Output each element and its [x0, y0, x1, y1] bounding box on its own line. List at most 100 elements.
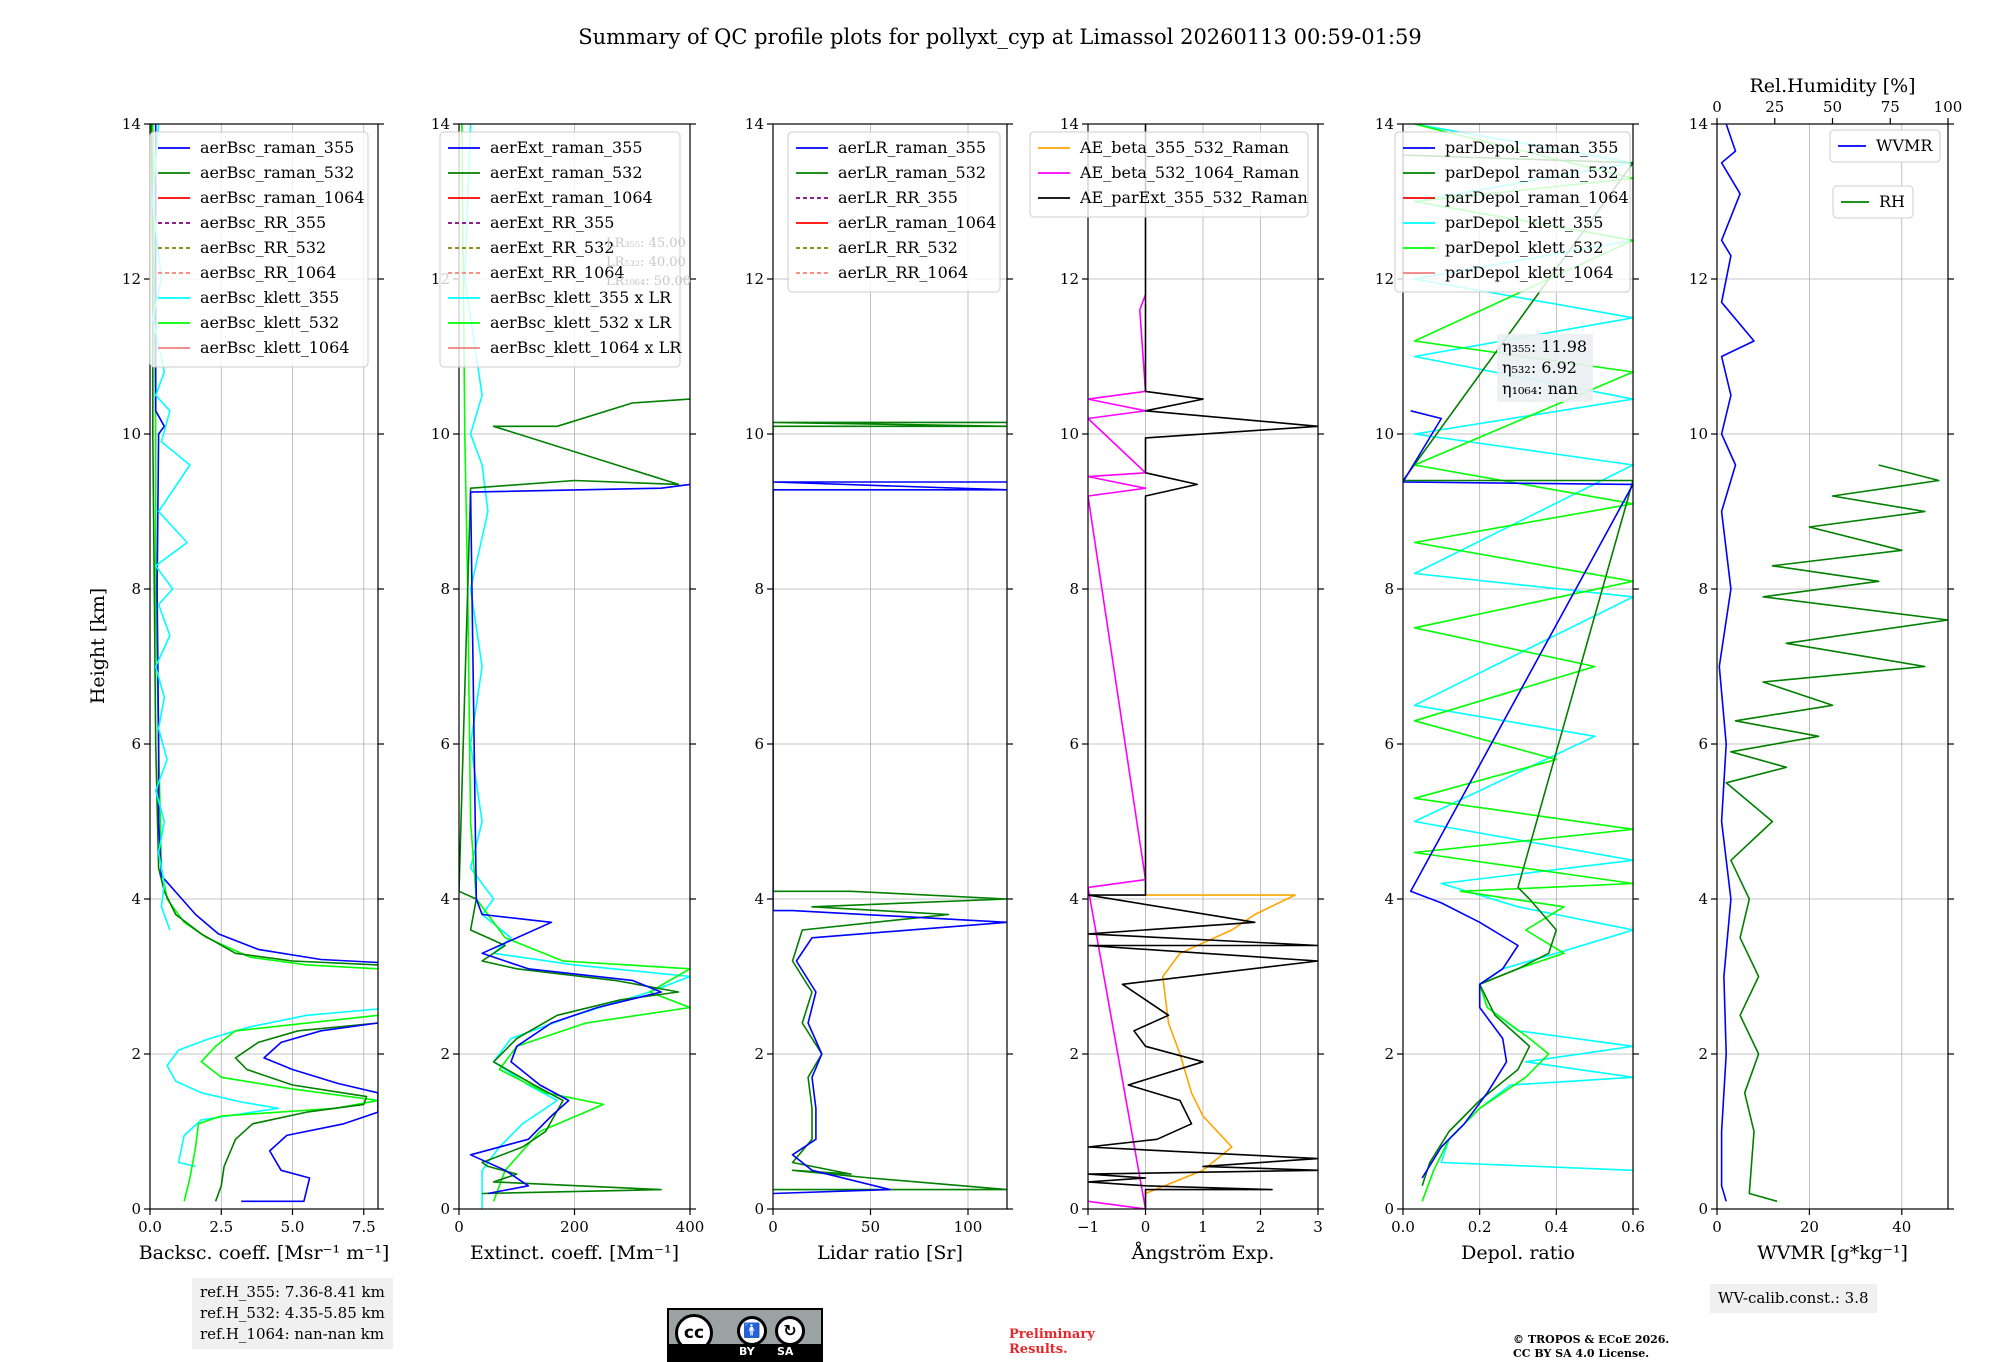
legend: parDepol_raman_355 parDepol_raman_532 parD… [1394, 131, 1631, 293]
legend: aerExt_raman_355 aerExt_raman_532 aerExt_r… [439, 131, 682, 368]
series-parDepol_klett_532 [1413, 124, 1633, 1202]
legend-box [1829, 129, 1941, 163]
figure-title: Summary of QC profile plots for pollyxt_… [578, 25, 1422, 49]
y-tick-label: 14 [1060, 115, 1079, 133]
legend-label: aerExt_RR_1064 [490, 263, 625, 282]
y-tick-label: 0 [1069, 1200, 1079, 1218]
y-tick-label: 12 [1375, 270, 1394, 288]
x-tick-label: 0 [1141, 1218, 1151, 1236]
x-tick-label: 2 [1256, 1218, 1266, 1236]
copyright-line-1: © TROPOS & ECoE 2026. [1513, 1333, 1670, 1346]
axes-frame [1716, 123, 1949, 1210]
panel-depol: 0 2 4 6 8 10 12 14 0.0 0.2 0.4 0.6 Depol. ratio parDe… [1375, 115, 1645, 1264]
x-tick-label: 3 [1313, 1218, 1323, 1236]
legend-label: aerExt_raman_532 [490, 163, 643, 182]
x-tick-label: 0.0 [1391, 1218, 1415, 1236]
eta-text: η₃₅₅: 11.98 [1502, 337, 1587, 356]
legend-box [787, 131, 1001, 293]
y-tick-label: 2 [440, 1045, 450, 1063]
series-aerBsc_raman_532_upper [150, 124, 378, 966]
series-aerBsc_klett_355 x LR [463, 124, 690, 1209]
series-aerBsc_raman_355_upper [154, 124, 378, 964]
legend-label: aerExt_RR_532 [490, 238, 614, 257]
cc-badge-bar: BY SA [669, 1344, 821, 1360]
x-tick-label: 100 [954, 1218, 983, 1236]
legend-box [1832, 185, 1914, 219]
legend-label: parDepol_raman_355 [1445, 138, 1618, 157]
x-tick-label: 0.0 [138, 1218, 162, 1236]
y-tick-label: 10 [122, 425, 141, 443]
legend-WVMR: WVMR [1829, 129, 1941, 163]
y-tick-label: 8 [131, 580, 141, 598]
y-tick-label: 4 [1384, 890, 1394, 908]
panel-ext: 024681012140200400Extinct. coeff. [Mm⁻¹]… [431, 115, 704, 1264]
eta-box [1497, 334, 1593, 402]
y-tick-label: 6 [1698, 735, 1708, 753]
legend-label: AE_beta_532_1064_Raman [1079, 163, 1299, 182]
y-tick-label: 8 [440, 580, 450, 598]
y-tick-label: 8 [754, 580, 764, 598]
series-parDepol_raman_355 [1403, 410, 1633, 1179]
x-tick-label: 1 [1198, 1218, 1208, 1236]
series-aerExt_raman_355 [469, 483, 690, 1195]
y-tick-label: 12 [1689, 270, 1708, 288]
top-axis-label: Rel.Humidity [%] [1749, 75, 1915, 97]
y-tick-label: 2 [1384, 1045, 1394, 1063]
x-tick-label: 40 [1892, 1218, 1911, 1236]
top-tick-label: 75 [1881, 98, 1900, 116]
y-tick-label: 0 [1384, 1200, 1394, 1218]
series-aerExt_raman_532 [459, 398, 690, 1195]
lr-note: LR₅₃₂: 40.00 [606, 255, 686, 270]
legend-label: aerBsc_klett_355 x LR [490, 288, 672, 307]
x-tick-label: 0 [454, 1218, 464, 1236]
x-tick-label: 400 [676, 1218, 705, 1236]
y-tick-label: 8 [1698, 580, 1708, 598]
legend-label: aerLR_raman_532 [838, 163, 986, 182]
legend-box [149, 131, 369, 368]
refh-1064: ref.H_1064: nan-nan km [200, 1325, 385, 1343]
y-tick-label: 12 [745, 270, 764, 288]
y-tick-label: 8 [1069, 580, 1079, 598]
y-tick-label: 12 [1060, 270, 1079, 288]
series-group [150, 124, 378, 1203]
legend-label: aerBsc_klett_532 x LR [490, 313, 672, 332]
y-tick-label: 2 [754, 1045, 764, 1063]
y-tick-label: 14 [745, 115, 764, 133]
series-AE_beta_355_532_Raman [1145, 894, 1296, 1195]
y-tick-label: 2 [1069, 1045, 1079, 1063]
legend-label: parDepol_klett_532 [1445, 238, 1603, 257]
x-tick-label: 50 [861, 1218, 880, 1236]
y-axis-label: Height [km] [87, 588, 109, 704]
x-axis-label: Depol. ratio [1461, 1242, 1575, 1264]
legend-box [1394, 131, 1631, 293]
series-aerBsc_raman_532 [214, 1022, 378, 1202]
series-aerBsc_klett_355_upper [152, 124, 191, 931]
lr-note: LR₃₅₅: 45.00 [606, 236, 686, 251]
series-group [1718, 124, 1948, 1203]
y-tick-label: 6 [131, 735, 141, 753]
series-aerBsc_klett_532 [183, 1014, 378, 1202]
y-tick-label: 14 [1689, 115, 1708, 133]
y-tick-label: 10 [431, 425, 450, 443]
legend-label: parDepol_raman_1064 [1445, 188, 1629, 207]
copyright-line-2: CC BY SA 4.0 License. [1513, 1347, 1650, 1360]
top-tick-label: 50 [1823, 98, 1842, 116]
y-tick-label: 4 [440, 890, 450, 908]
y-tick-label: 6 [440, 735, 450, 753]
x-tick-label: 200 [560, 1218, 589, 1236]
legend-label: aerBsc_RR_1064 [200, 263, 336, 282]
legend-label: aerBsc_klett_1064 [200, 338, 349, 357]
top-tick-label: 100 [1934, 98, 1963, 116]
legend-box [439, 131, 681, 368]
y-tick-label: 10 [1060, 425, 1079, 443]
y-tick-label: 8 [1384, 580, 1394, 598]
panel-bsc: 0 2 4 6 8 10 12 14 0.0 2.5 5.0 7.5 Backsc. coeff. [M… [122, 115, 389, 1264]
refh-532: ref.H_532: 4.35-5.85 km [200, 1304, 385, 1322]
legend-label: aerBsc_klett_532 [200, 313, 339, 332]
x-axis-label: Ångström Exp. [1131, 1242, 1275, 1264]
lr-note: LR₁₀₆₄: 50.00 [606, 274, 691, 289]
preliminary-line-2: Results. [1009, 1342, 1068, 1357]
y-tick-label: 6 [754, 735, 764, 753]
legend-box [1029, 131, 1309, 218]
